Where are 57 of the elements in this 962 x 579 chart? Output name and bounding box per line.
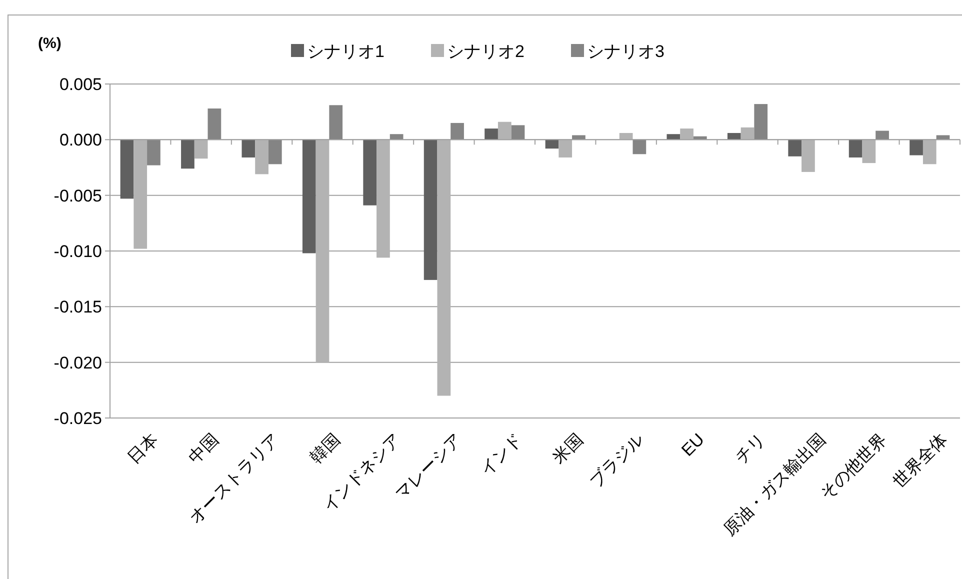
bar: [147, 140, 160, 166]
bar: [424, 140, 438, 280]
y-tick-label: -0.025: [54, 408, 102, 428]
bar: [302, 140, 316, 254]
y-tick-label: -0.015: [54, 298, 102, 317]
bar: [390, 134, 404, 140]
bar: [632, 140, 646, 154]
x-tick-label: 韓国: [306, 430, 344, 468]
bar: [922, 140, 936, 164]
y-axis-title: (%): [38, 35, 62, 52]
bar: [134, 140, 148, 249]
x-tick-label: 米国: [549, 430, 587, 468]
bar: [181, 140, 194, 169]
bar: [450, 122, 464, 140]
bar: [558, 140, 572, 158]
bar: [788, 140, 802, 156]
x-tick-label: EU: [678, 430, 708, 460]
bar: [802, 140, 815, 172]
bar: [862, 140, 876, 164]
legend-label: シナリオ3: [587, 42, 664, 61]
bar: [255, 140, 268, 174]
y-tick-label: -0.010: [54, 242, 102, 261]
x-tick-label: 世界全体: [889, 430, 951, 492]
bar: [619, 132, 633, 140]
bar: [498, 122, 512, 140]
bar: [376, 140, 390, 258]
bar: [910, 140, 923, 156]
bar: [511, 125, 525, 140]
bar: [316, 140, 330, 362]
legend-label: シナリオ1: [307, 42, 384, 61]
x-tick-label: インド: [476, 430, 526, 480]
bar: [268, 140, 282, 164]
bar: [329, 105, 343, 140]
legend-label: シナリオ2: [447, 42, 524, 61]
bar: [437, 140, 451, 396]
y-tick-label: -0.005: [54, 186, 102, 206]
x-tick-label: 中国: [184, 430, 222, 468]
x-tick-label: ブラジル: [586, 430, 648, 492]
y-tick-label: -0.020: [54, 353, 102, 372]
x-tick-label: チリ: [731, 430, 769, 468]
bar: [680, 128, 694, 140]
bar: [208, 108, 222, 140]
y-tick-label: 0.005: [59, 74, 102, 94]
bar: [876, 130, 889, 140]
bar: [572, 135, 586, 140]
bar: [848, 140, 862, 158]
bar: [754, 104, 768, 140]
y-tick-label: 0.000: [59, 130, 102, 150]
bar: [120, 140, 134, 199]
bar: [727, 132, 741, 140]
bar: [194, 140, 208, 159]
bar: [545, 140, 559, 149]
x-tick-label: 日本: [124, 430, 162, 468]
bar: [484, 128, 498, 140]
bar: [740, 127, 754, 140]
bar: [242, 140, 256, 158]
bar: [363, 140, 377, 206]
